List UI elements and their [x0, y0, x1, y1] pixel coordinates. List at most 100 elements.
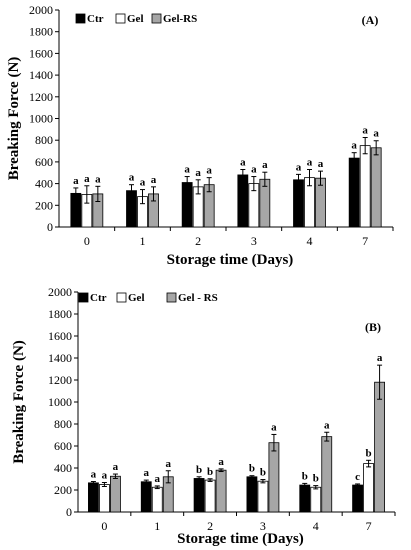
bar-ctr-day-7	[352, 484, 363, 513]
y-tick-label: 1800	[29, 25, 53, 39]
significance-letter: a	[318, 158, 324, 170]
legend-label: Gel	[128, 292, 145, 304]
bar-gel-day-1	[151, 486, 163, 513]
bar-ctr-day-7	[348, 157, 360, 228]
bar-gel-rs-day-2	[215, 469, 227, 513]
bar-gel-day-7	[359, 145, 371, 228]
significance-letter: a	[102, 470, 108, 482]
significance-letter: b	[313, 473, 319, 485]
significance-letter: a	[262, 159, 268, 171]
y-tick-label: 1400	[29, 68, 53, 82]
y-tick-label: 1600	[48, 329, 72, 343]
significance-letter: a	[377, 352, 383, 364]
x-tick-label: 2	[207, 519, 213, 533]
significance-letter: a	[296, 161, 302, 173]
significance-letter: a	[95, 173, 101, 185]
y-tick-label: 1000	[29, 112, 53, 126]
y-tick-label: 600	[35, 155, 53, 169]
panel-label: (A)	[362, 13, 379, 27]
x-tick-label: 3	[251, 234, 257, 248]
x-tick-label: 0	[101, 519, 107, 533]
bar-ctr-day-3	[246, 476, 258, 513]
legend-label: Ctr	[87, 13, 104, 25]
x-tick-label: 7	[366, 519, 372, 533]
y-tick-label: 1600	[29, 46, 53, 60]
significance-letter: a	[129, 172, 135, 184]
legend-label: Gel - RS	[178, 292, 218, 304]
y-axis-title: Breaking Force (N)	[6, 57, 22, 181]
y-tick-label: 400	[54, 461, 72, 475]
significance-letter: b	[260, 467, 266, 479]
legend-label: Ctr	[90, 292, 107, 304]
bar-gel-day-2	[204, 479, 216, 513]
bar-ctr-day-2	[181, 182, 193, 228]
bar-ctr-day-3	[237, 174, 249, 228]
x-tick-label: 1	[154, 519, 160, 533]
significance-letter: a	[218, 456, 224, 468]
significance-letter: a	[84, 173, 90, 185]
y-tick-label: 800	[35, 133, 53, 147]
y-tick-label: 0	[47, 220, 53, 234]
significance-letter: b	[302, 470, 308, 482]
significance-letter: b	[249, 463, 255, 475]
bar-ctr-day-0	[88, 482, 99, 513]
legend-swatch	[78, 292, 89, 303]
y-tick-label: 1000	[48, 395, 72, 409]
y-tick-label: 2000	[48, 285, 72, 299]
significance-letter: a	[324, 419, 330, 431]
significance-letter: a	[373, 128, 379, 140]
bar-gel-day-4	[310, 486, 322, 513]
y-tick-label: 600	[54, 439, 72, 453]
significance-letter: a	[151, 174, 157, 186]
x-tick-label: 0	[84, 234, 90, 248]
significance-letter: a	[155, 473, 161, 485]
significance-letter: a	[73, 175, 79, 187]
legend-swatch	[115, 13, 126, 24]
bar-gel-rs-day-7	[370, 147, 382, 228]
chart-panel-a: 0 200 400 600 800 1000 1200 1400 1600 1800 2000 Bre…	[6, 3, 394, 268]
y-tick-label: 0	[66, 505, 72, 519]
bar-gel-day-7	[363, 463, 374, 513]
x-axis-title: Storage time (Days)	[177, 531, 304, 547]
y-axis-title: Breaking Force (N)	[11, 340, 27, 464]
legend-swatch	[166, 292, 177, 303]
significance-letter: a	[113, 461, 119, 473]
x-tick-label: 1	[140, 234, 146, 248]
bar-gel-day-3	[257, 480, 269, 513]
bar-gel-day-0	[99, 484, 110, 513]
significance-letter: a	[184, 164, 190, 176]
bar-gel-rs-day-4	[321, 436, 333, 513]
significance-letter: a	[251, 164, 257, 176]
significance-letter: a	[271, 421, 277, 433]
bar-gel-rs-day-0	[110, 475, 121, 513]
legend-swatch	[151, 13, 162, 24]
significance-letter: a	[362, 124, 368, 136]
bar-ctr-day-4	[293, 179, 304, 228]
x-tick-label: 7	[362, 234, 368, 248]
bar-ctr-day-2	[193, 478, 205, 513]
significance-letter: b	[196, 464, 202, 476]
y-tick-label: 400	[35, 177, 53, 191]
y-tick-label: 200	[35, 198, 53, 212]
chart-panel-b: 0 200 400 600 800 1000 1200 1400 1600 1800 2000 Bre…	[11, 285, 396, 547]
y-tick-label: 1400	[48, 351, 72, 365]
significance-letter: b	[366, 447, 372, 459]
significance-letter: a	[144, 467, 150, 479]
x-tick-label: 4	[307, 234, 313, 248]
bar-ctr-day-4	[299, 484, 311, 513]
legend-swatch	[75, 13, 86, 24]
bar-gel-rs-day-7	[374, 381, 385, 513]
significance-letter: c	[355, 471, 360, 483]
significance-letter: a	[307, 156, 313, 168]
legend-label: Gel-RS	[163, 13, 197, 25]
y-tick-label: 800	[54, 417, 72, 431]
bar-gel-rs-day-3	[268, 442, 280, 513]
significance-letter: b	[207, 466, 213, 478]
x-tick-label: 3	[260, 519, 266, 533]
significance-letter: a	[351, 140, 357, 152]
y-tick-label: 1200	[48, 373, 72, 387]
legend-label: Gel	[127, 13, 144, 25]
y-tick-label: 1200	[29, 90, 53, 104]
significance-letter: a	[195, 167, 201, 179]
significance-letter: a	[206, 165, 212, 177]
